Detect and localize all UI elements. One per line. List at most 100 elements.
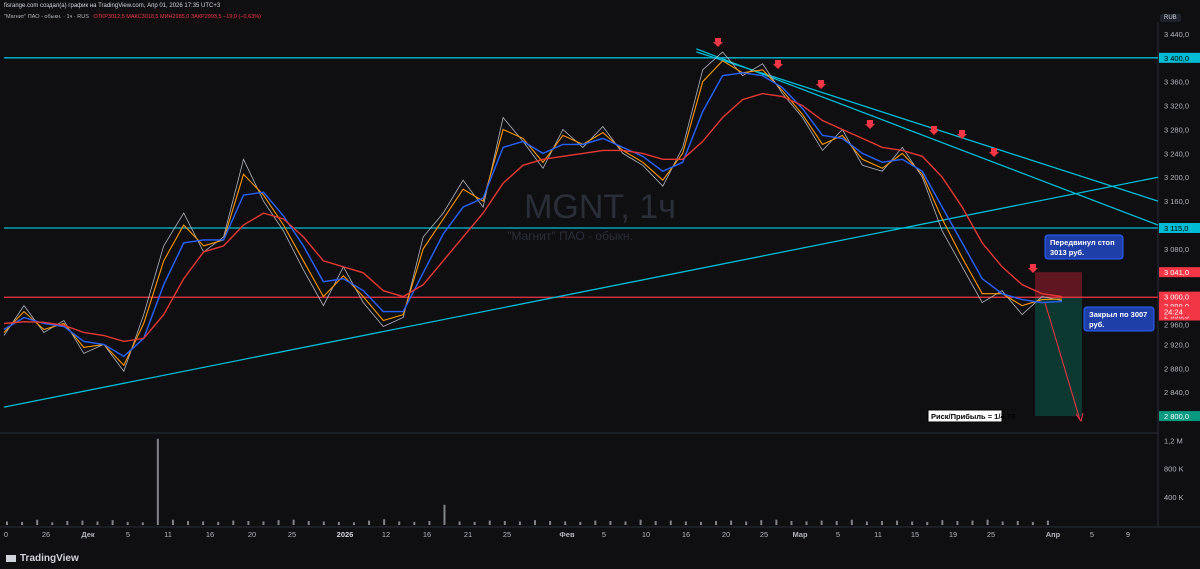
volume-bar <box>805 521 808 525</box>
horizontal-levels <box>4 57 1158 298</box>
volume-bar <box>986 519 989 525</box>
time-tick-label: 5 <box>602 530 606 539</box>
volume-bar <box>926 521 929 525</box>
tradingview-logo[interactable]: TradingView <box>6 553 79 564</box>
series-ema_slow <box>3 92 1063 343</box>
volume-bar <box>96 521 99 525</box>
volume-bar <box>669 520 672 525</box>
time-tick-label: Апр <box>1046 530 1061 539</box>
symbol-watermark: MGNT, 1ч "Магнит" ПАО - обыкн. <box>507 188 676 243</box>
volume-bar <box>594 520 597 525</box>
volume-bar <box>880 521 883 525</box>
volume-bar <box>503 521 506 525</box>
trendlines <box>3 48 1159 408</box>
series-price <box>3 51 1063 373</box>
volume-bar <box>51 522 54 525</box>
volume-bar <box>443 504 446 525</box>
arrow-down-icon <box>816 80 826 89</box>
time-tick-label: Дек <box>81 530 95 539</box>
risk-reward-label-box <box>927 409 1003 423</box>
volume-bar <box>549 521 552 525</box>
stop-note-box <box>1044 234 1124 260</box>
volume-bar <box>956 521 959 525</box>
currency-badge[interactable]: RUB <box>1160 14 1181 22</box>
time-tick-label: 20 <box>248 530 256 539</box>
volume-bar <box>352 522 355 525</box>
legend-ohlc-values: ОТКР3012,5 МАКС3018,5 МИН2985,0 ЗАКР2993… <box>93 14 261 20</box>
volume-axis-label: 800 K <box>1164 465 1184 474</box>
volume-bar <box>6 521 8 525</box>
time-tick-label: Фев <box>559 530 575 539</box>
projection-line <box>1044 302 1081 421</box>
price-tick-label: 3 240,0 <box>1164 149 1189 158</box>
volume-bar <box>609 521 612 525</box>
time-tick-label: 5 <box>126 530 130 539</box>
watermark-ticker: MGNT, 1ч <box>524 188 676 226</box>
series-ema_fast <box>3 60 1063 367</box>
volume-bar <box>171 519 174 525</box>
time-tick-label: 25 <box>503 530 511 539</box>
price-tick-label: 2 960,0 <box>1164 321 1189 330</box>
volume-bar <box>654 521 657 525</box>
volume-bar <box>534 520 536 525</box>
price-tick-label: 3 360,0 <box>1164 78 1189 87</box>
time-tick-label: 9 <box>1126 530 1130 539</box>
time-tick-label: 16 <box>206 530 214 539</box>
volume-bar <box>111 520 114 525</box>
volume-bar <box>307 521 310 525</box>
time-tick-label: 16 <box>682 530 690 539</box>
volume-bar <box>428 521 431 525</box>
volume-bar <box>1031 521 1034 525</box>
price-tick-label: 3 280,0 <box>1164 125 1189 134</box>
time-tick-label: 5 <box>1090 530 1094 539</box>
chart-grid <box>0 22 1200 528</box>
legend-title: "Магнит" ПАО - обыкн. · 1ч · RUS <box>4 14 89 20</box>
volume-bar <box>760 520 763 525</box>
time-tick-label: 5 <box>836 530 840 539</box>
volume-bar <box>941 520 944 525</box>
time-tick-label: Мар <box>792 530 808 539</box>
price-tick-label: 2 880,0 <box>1164 364 1189 373</box>
volume-bar <box>141 522 144 525</box>
take-profit-zone <box>1035 297 1082 417</box>
watermark-name: "Магнит" ПАО - обыкн. <box>507 229 633 243</box>
close-note-line1: Закрыл по 3007 <box>1089 310 1147 319</box>
price-tick-label: 2 800,0 <box>1164 412 1189 421</box>
trendline-resistance <box>696 48 1159 226</box>
price-tick-label: 3 041,0 <box>1164 268 1189 277</box>
volume-bar <box>564 521 567 525</box>
time-tick-label: 11 <box>874 530 882 539</box>
volume-bar <box>187 521 190 525</box>
volume-bar <box>745 521 748 525</box>
volume-bar <box>413 521 416 525</box>
volume-bar <box>126 521 129 525</box>
price-tick-label: 3 115,0 <box>1164 224 1188 233</box>
price-axis: 3 440,0 3 400,0 3 360,0 3 320,0 3 280,0 3 240… <box>1159 30 1200 422</box>
price-tick-label: 3 400,0 <box>1164 54 1189 63</box>
volume-bar <box>1016 521 1019 525</box>
volume-bar <box>1001 521 1004 525</box>
price-tick-label: 3 440,0 <box>1164 30 1189 39</box>
volume-bar <box>383 519 386 525</box>
volume-bar <box>202 521 205 525</box>
volume-bar <box>911 521 914 525</box>
trendline-support <box>3 176 1159 408</box>
volume-bar <box>1046 520 1049 525</box>
arrow-down-icon <box>989 148 999 157</box>
volume-bar <box>820 520 823 525</box>
volume-bar <box>518 521 521 525</box>
volume-bar <box>292 519 295 525</box>
volume-bar <box>398 521 401 525</box>
stop-note-line2: 3013 руб. <box>1050 248 1084 257</box>
volume-bar <box>458 521 461 525</box>
arrow-down-icon <box>865 120 875 129</box>
volume-bar <box>835 521 838 525</box>
time-tick-label: 25 <box>987 530 995 539</box>
arrow-down-icon <box>1028 264 1038 273</box>
price-tick-label: 3 320,0 <box>1164 102 1189 111</box>
volume-bar <box>277 520 280 525</box>
volume-bar <box>639 519 642 525</box>
series-ema_mid <box>3 72 1063 358</box>
volume-bar <box>699 521 702 525</box>
